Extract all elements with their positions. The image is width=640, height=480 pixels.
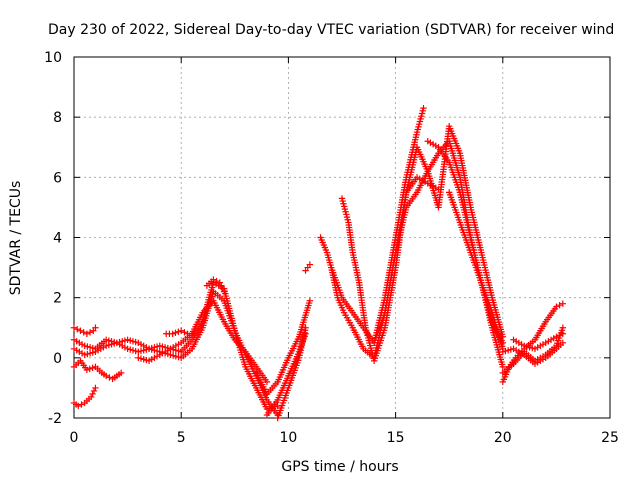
tick-labels: 0 5 10 15 20 25 -2 0 2 4 6 8 10 bbox=[44, 50, 619, 446]
data-point-track-g bbox=[169, 330, 176, 337]
data-point-track-c bbox=[70, 324, 78, 331]
x-tick-label: 0 bbox=[70, 430, 79, 446]
data-point-track-a bbox=[83, 366, 91, 374]
x-tick-label: 25 bbox=[601, 430, 619, 446]
data-point-track-u bbox=[559, 339, 567, 346]
data-point-track-a bbox=[102, 372, 110, 380]
data-point-track-q bbox=[499, 363, 506, 371]
data-point-track-h bbox=[216, 279, 223, 286]
y-tick-label: 10 bbox=[44, 50, 62, 66]
data-point-track-g bbox=[172, 329, 179, 336]
y-axis-label: SDTVAR / TECUs bbox=[8, 181, 24, 296]
y-tick-label: 0 bbox=[53, 351, 62, 367]
data-point-track-b bbox=[90, 387, 98, 395]
data-point-track-a bbox=[86, 365, 93, 373]
data-point-track-c bbox=[77, 327, 84, 334]
x-axis-label: GPS time / hours bbox=[281, 459, 398, 475]
data-point-track-g bbox=[178, 327, 185, 334]
data-point-track-a bbox=[117, 369, 125, 377]
data-point-track-g bbox=[188, 330, 196, 337]
data-point-track-p bbox=[420, 104, 427, 112]
x-tick-label: 20 bbox=[494, 430, 512, 446]
y-tick-label: 2 bbox=[53, 291, 62, 307]
data-point-track-c bbox=[83, 330, 91, 337]
data-point-track-h bbox=[213, 277, 220, 285]
data-point-track-b bbox=[75, 402, 82, 410]
tick-marks bbox=[73, 56, 611, 419]
data-point-track-t bbox=[559, 324, 567, 331]
data-point-track-h bbox=[220, 288, 228, 295]
x-tick-label: 5 bbox=[177, 430, 186, 446]
data-point-track-s bbox=[553, 303, 560, 310]
data-point-track-h bbox=[218, 282, 225, 289]
data-point-track-h bbox=[210, 276, 217, 283]
data-point-track-c bbox=[86, 329, 94, 336]
data-point-track-i bbox=[306, 297, 314, 304]
data-point-track-b bbox=[87, 393, 95, 401]
data-point-track-g bbox=[175, 328, 182, 335]
chart-title: Day 230 of 2022, Sidereal Day-to-day VTE… bbox=[48, 22, 614, 38]
data-point-track-d bbox=[263, 378, 271, 386]
data-points bbox=[70, 104, 567, 422]
data-point-track-g bbox=[181, 329, 188, 336]
x-tick-label: 15 bbox=[387, 430, 405, 446]
data-point-track-v bbox=[553, 333, 560, 340]
data-point-track-v bbox=[556, 332, 563, 339]
data-point-track-c bbox=[92, 324, 99, 331]
data-point-track-b bbox=[92, 384, 99, 392]
data-point-track-c bbox=[80, 329, 87, 336]
y-tick-label: 4 bbox=[53, 231, 62, 247]
y-tick-label: 8 bbox=[53, 110, 62, 126]
data-point-track-b bbox=[89, 390, 96, 398]
data-point-track-s bbox=[559, 300, 567, 307]
data-point-track-s bbox=[556, 301, 563, 309]
x-tick-label: 10 bbox=[279, 430, 297, 446]
data-point-track-c bbox=[74, 326, 81, 333]
data-point-track-v bbox=[559, 330, 567, 337]
data-point-track-h bbox=[219, 285, 226, 292]
y-tick-label: 6 bbox=[53, 170, 62, 186]
data-point-track-k bbox=[302, 324, 309, 331]
y-tick-label: -2 bbox=[48, 411, 62, 427]
data-point-track-a bbox=[89, 364, 96, 372]
data-point-track-b bbox=[78, 401, 85, 408]
data-point-track-a bbox=[106, 374, 113, 381]
data-point-track-l bbox=[306, 261, 314, 268]
